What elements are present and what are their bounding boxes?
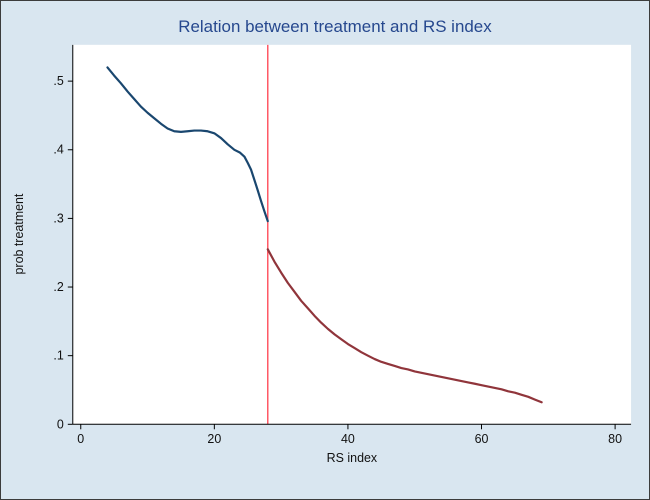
y-tick-label: .1 [53, 349, 63, 363]
y-tick-label: .2 [53, 280, 63, 294]
y-tick-label: .5 [53, 74, 63, 88]
chart-title: Relation between treatment and RS index [178, 17, 492, 36]
y-tick-label: .3 [53, 211, 63, 225]
x-tick-label: 0 [77, 432, 84, 446]
series-layer [106, 66, 543, 404]
x-tick-label: 40 [341, 432, 355, 446]
plot-area [72, 44, 632, 425]
y-tick-label: .4 [53, 143, 63, 157]
ticks-layer: 0 20 40 60 80 0 .1 .2 .3 .4 .5 [53, 74, 622, 446]
y-tick-label: 0 [57, 417, 64, 431]
x-tick-label: 20 [207, 432, 221, 446]
series-line-below-cutoff [106, 66, 269, 223]
x-axis-label: RS index [327, 451, 378, 465]
y-axis-label: prob treatment [12, 193, 26, 274]
x-tick-label: 60 [475, 432, 489, 446]
series-line-above-cutoff [266, 248, 543, 404]
x-tick-label: 80 [608, 432, 622, 446]
